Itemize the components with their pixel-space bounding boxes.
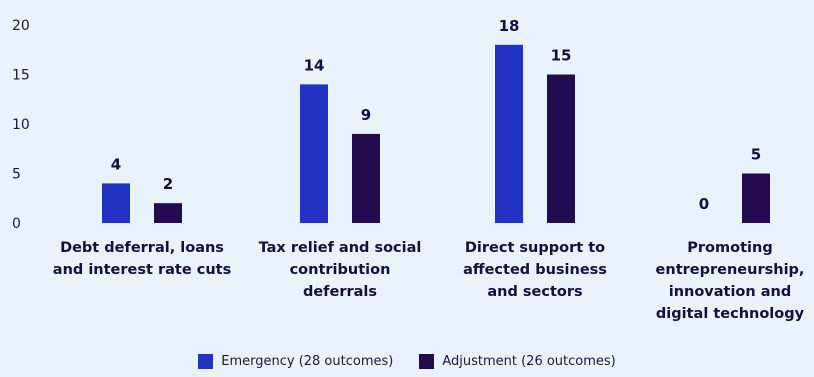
x-category-label-line: Promoting	[687, 240, 772, 256]
bar-value-label: 5	[751, 146, 761, 164]
legend: Emergency (28 outcomes) Adjustment (26 o…	[0, 354, 814, 369]
x-category-label-line: Direct support to	[465, 240, 605, 256]
y-tick-label: 5	[12, 167, 21, 183]
bar	[154, 203, 182, 223]
x-category-label: Debt deferral, loans and interest rate cu…	[53, 240, 231, 278]
x-category-label-line: digital technology	[656, 306, 805, 322]
bar	[742, 173, 770, 223]
y-tick-label: 10	[12, 117, 30, 133]
x-category-label: Direct support to affected business and se…	[463, 240, 607, 300]
legend-label-emergency: Emergency (28 outcomes)	[221, 354, 394, 369]
x-category-label-line: affected business	[463, 262, 607, 278]
bar-value-label: 14	[304, 56, 325, 74]
bar-value-label: 15	[551, 47, 572, 65]
x-category-label-line: and interest rate cuts	[53, 262, 231, 278]
bar	[547, 74, 575, 223]
legend-item-adjustment: Adjustment (26 outcomes)	[419, 354, 616, 369]
x-category-label-line: contribution	[290, 262, 391, 278]
x-category-label-line: deferrals	[303, 284, 377, 300]
x-category-label: Promoting entrepreneurship, innovation and…	[656, 240, 805, 322]
legend-swatch-adjustment	[419, 354, 435, 369]
bar	[352, 133, 380, 223]
y-tick-label: 20	[12, 18, 30, 34]
x-category-label-line: Tax relief and social	[259, 240, 422, 256]
bar	[102, 183, 130, 223]
y-tick-label: 0	[12, 216, 21, 232]
x-category-label-line: innovation and	[669, 284, 792, 300]
x-category-label-line: and sectors	[487, 284, 582, 300]
legend-item-emergency: Emergency (28 outcomes)	[198, 354, 393, 369]
legend-swatch-emergency	[198, 354, 214, 369]
x-category-label: Tax relief and social contribution deferra…	[259, 240, 422, 300]
bar-value-label: 4	[111, 155, 121, 173]
bar-value-label: 2	[163, 175, 173, 193]
legend-label-adjustment: Adjustment (26 outcomes)	[442, 354, 616, 369]
bar-value-label: 18	[499, 17, 520, 35]
x-category-label-line: entrepreneurship,	[656, 262, 805, 278]
bar	[495, 44, 523, 223]
x-category-label-line: Debt deferral, loans	[60, 240, 224, 256]
y-tick-label: 15	[12, 68, 30, 84]
bar-value-label: 9	[361, 106, 371, 124]
bar-value-label: 0	[699, 195, 709, 213]
bar	[300, 84, 328, 224]
